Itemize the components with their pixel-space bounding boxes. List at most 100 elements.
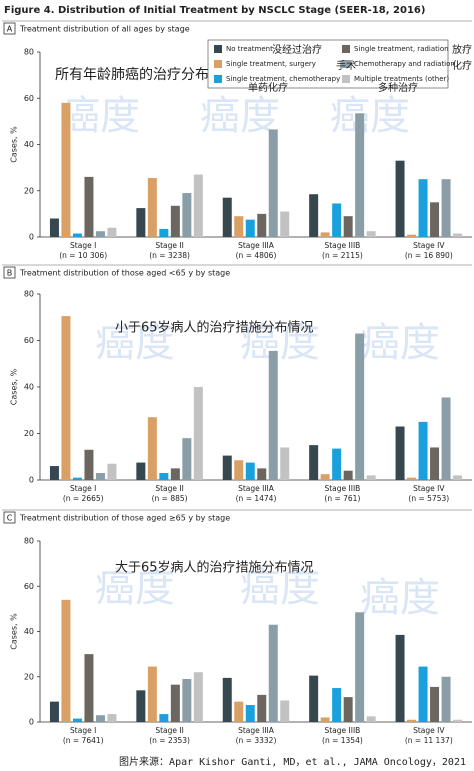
bar [453,233,463,237]
panel-letter-box [3,22,16,35]
y-tick-label: 0 [29,233,34,242]
x-tick-label: Stage IV [413,484,445,493]
bar [182,679,192,722]
bar [441,676,451,722]
bar [49,701,59,722]
bar [395,160,405,237]
panel-title: Treatment distribution of those aged ≥65… [19,514,230,523]
watermark: 癌度 [95,320,175,366]
bar [193,672,203,722]
bar [72,718,82,722]
bar [222,677,232,722]
bar [268,129,278,237]
x-tick-note: (n = 2665) [63,494,104,503]
bar [49,466,59,480]
x-tick-label: Stage IV [413,241,445,250]
bar [234,460,244,480]
panel-letter: A [7,25,13,34]
legend-swatch [342,75,350,83]
bar [193,387,203,480]
bar [257,468,267,480]
bar [441,397,451,480]
bar [280,700,290,722]
y-tick-label: 20 [24,429,34,438]
y-tick-label: 40 [24,140,34,149]
x-tick-label: Stage IIIB [324,726,360,735]
x-tick-note: (n = 761) [324,494,360,503]
bar [430,202,440,237]
bar [107,714,117,722]
annotation: 小于65岁病人的治疗措施分布情况 [115,320,314,336]
bar [453,475,463,480]
bar [95,715,105,722]
watermark: 癌度 [360,320,440,366]
legend-label: Single treatment, surgery [226,60,316,68]
bar [72,477,82,480]
bar [159,473,169,480]
x-tick-label: Stage IIIA [238,241,275,250]
watermark: 癌度 [95,565,175,611]
x-tick-label: Stage II [155,241,183,250]
bar [234,701,244,722]
bar [84,654,94,722]
bar [170,684,180,722]
x-tick-label: Stage II [155,484,183,493]
y-tick-label: 0 [29,718,34,727]
x-tick-label: Stage IIIA [238,484,275,493]
x-tick-note: (n = 4806) [236,251,277,260]
bar [332,203,342,237]
y-tick-label: 80 [24,48,34,57]
bar [136,690,146,722]
bar [95,231,105,237]
legend-swatch [214,60,222,68]
y-tick-label: 20 [24,186,34,195]
x-tick-note: (n = 1354) [322,736,363,745]
footer: 图片来源：Apar Kishor Ganti, MD，et al., JAMA … [119,755,466,768]
y-tick-label: 60 [24,336,34,345]
y-axis-label: Cases, % [10,368,19,405]
bar [234,216,244,237]
panel-title: Treatment distribution of those aged <65… [19,269,230,278]
bar [320,232,330,237]
bar [222,455,232,480]
bar [309,675,319,722]
bar [395,634,405,722]
bar [430,447,440,480]
bar [182,193,192,237]
y-tick-label: 40 [24,627,34,636]
panel-letter: C [7,514,13,523]
legend-label: No treatment [226,45,273,53]
bar [147,666,157,722]
bar [136,462,146,480]
bar [366,231,376,237]
bar [418,666,428,722]
x-tick-note: (n = 2115) [322,251,363,260]
x-tick-label: Stage IIIB [324,484,360,493]
x-tick-note: (n = 5753) [408,494,449,503]
bar [280,211,290,237]
bar [453,719,463,722]
annotation: 化疗 [452,59,472,72]
bar [257,213,267,237]
bar [147,417,157,480]
x-tick-note: (n = 3238) [149,251,190,260]
y-tick-label: 60 [24,94,34,103]
legend-label: Multiple treatments (other) [354,75,449,83]
bar [84,176,94,237]
x-tick-label: Stage II [155,726,183,735]
bar [268,624,278,722]
x-tick-note: (n = 1474) [236,494,277,503]
x-tick-note: (n = 7641) [63,736,104,745]
annotation: 没经过治疗 [272,43,322,56]
legend-label: Chemotherapy and radiation [354,60,455,68]
x-tick-label: Stage I [70,484,96,493]
x-tick-note: (n = 10 306) [59,251,107,260]
x-tick-label: Stage I [70,241,96,250]
panel-letter-box [3,266,16,279]
x-tick-label: Stage I [70,726,96,735]
y-tick-label: 60 [24,582,34,591]
panel-letter-box [3,511,16,524]
bar [72,233,82,237]
bar [170,468,180,480]
